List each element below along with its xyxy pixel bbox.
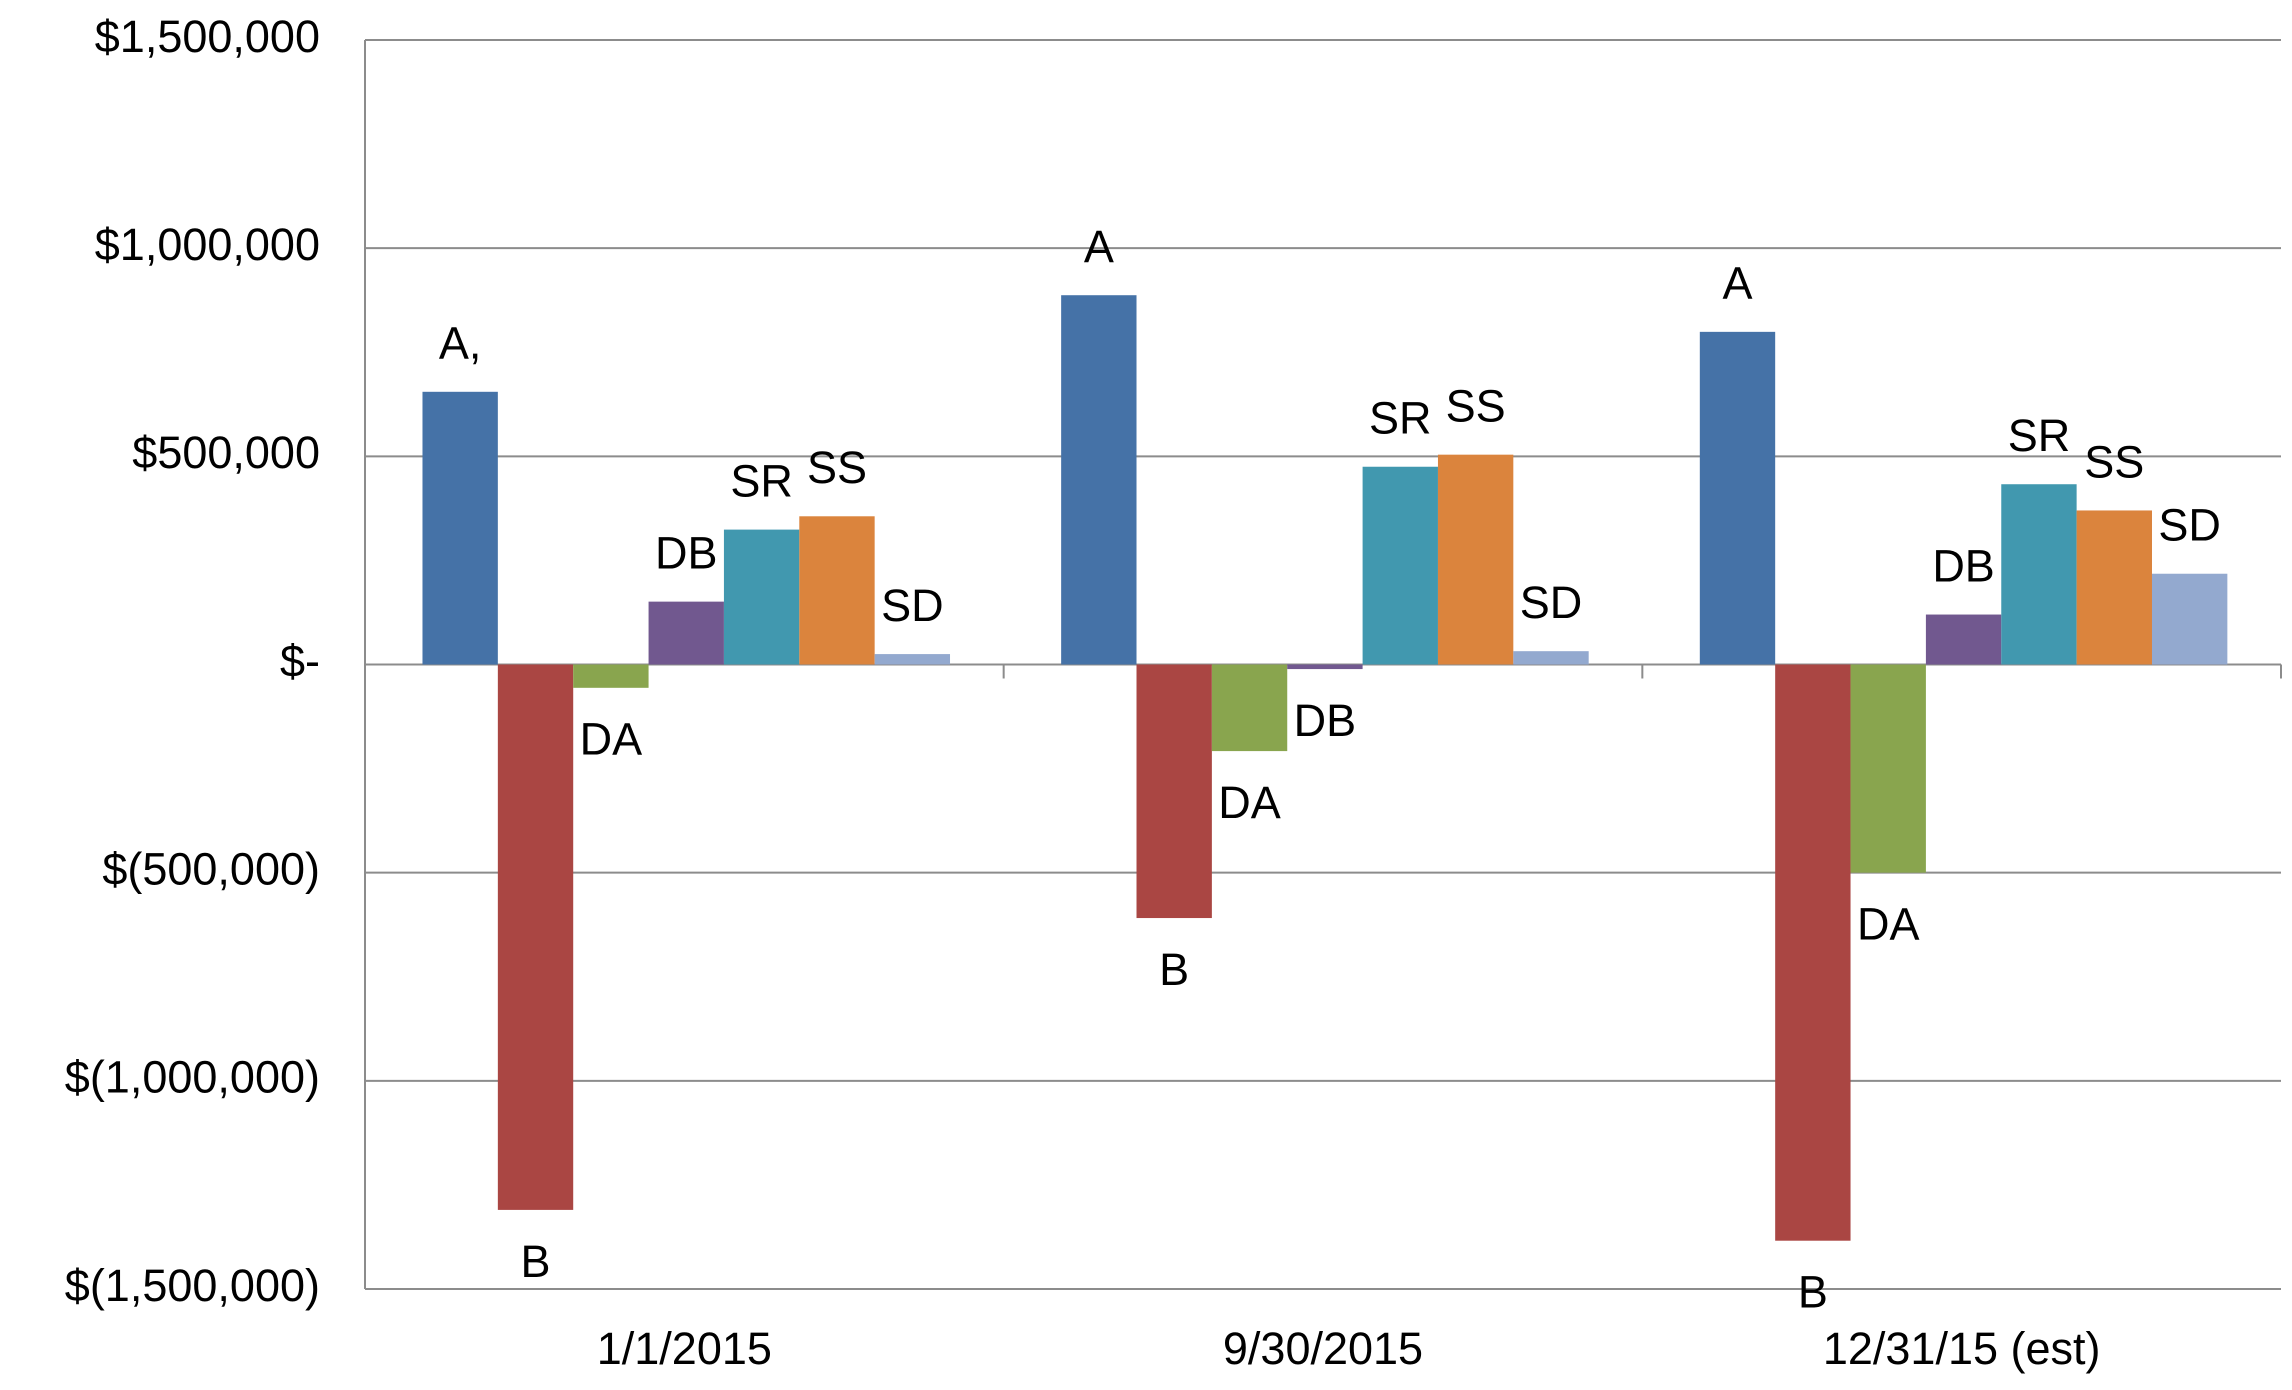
bar bbox=[1775, 664, 1851, 1241]
bar bbox=[2151, 573, 2228, 665]
data-label: DA bbox=[1857, 899, 1920, 950]
bar bbox=[2001, 484, 2077, 665]
x-tick-label: 12/31/15 (est) bbox=[1823, 1323, 2101, 1374]
data-label: A bbox=[1084, 221, 1114, 272]
data-label: B bbox=[1798, 1267, 1828, 1318]
x-tick-label: 9/30/2015 bbox=[1223, 1323, 1423, 1374]
y-tick-label: $1,500,000 bbox=[95, 11, 320, 62]
data-label: DB bbox=[1294, 695, 1357, 746]
y-tick-label: $- bbox=[280, 635, 320, 686]
y-tick-label: $1,000,000 bbox=[95, 219, 320, 270]
data-label: DB bbox=[655, 528, 718, 579]
bar bbox=[1925, 614, 2002, 665]
bar bbox=[799, 516, 875, 665]
data-label: B bbox=[521, 1236, 551, 1287]
y-tick-label: $(500,000) bbox=[102, 844, 320, 895]
bar bbox=[1136, 664, 1212, 919]
bar bbox=[1513, 651, 1589, 665]
data-label: SS bbox=[1446, 381, 1506, 432]
data-label: B bbox=[1159, 944, 1189, 995]
bar bbox=[573, 664, 649, 688]
y-tick-label: $(1,500,000) bbox=[65, 1260, 320, 1311]
y-tick-label: $(1,000,000) bbox=[65, 1052, 320, 1103]
bar bbox=[1061, 295, 1137, 665]
bar bbox=[422, 391, 498, 665]
bar bbox=[497, 664, 574, 1210]
bar bbox=[723, 529, 800, 665]
data-label: SS bbox=[2084, 436, 2144, 487]
bar bbox=[2076, 510, 2152, 665]
data-label: A, bbox=[439, 318, 482, 369]
data-label: SR bbox=[2008, 410, 2071, 461]
data-label: DA bbox=[1218, 777, 1281, 828]
bar bbox=[1699, 331, 1776, 665]
data-label: DA bbox=[580, 714, 643, 765]
bar bbox=[1437, 454, 1514, 665]
data-label: A bbox=[1722, 258, 1752, 309]
data-label: SS bbox=[807, 442, 867, 493]
bar bbox=[874, 654, 951, 665]
data-label: DB bbox=[1932, 540, 1995, 591]
bar bbox=[1287, 664, 1363, 670]
data-label: SD bbox=[2158, 500, 2221, 551]
bar bbox=[1362, 466, 1438, 665]
data-label: SR bbox=[730, 455, 793, 506]
data-label: SD bbox=[1520, 577, 1583, 628]
y-tick-label: $500,000 bbox=[132, 427, 320, 478]
bar bbox=[1211, 664, 1288, 752]
bar bbox=[648, 601, 724, 665]
x-tick-label: 1/1/2015 bbox=[597, 1323, 772, 1374]
bar bbox=[1850, 664, 1926, 873]
data-label: SD bbox=[881, 580, 944, 631]
data-label: SR bbox=[1369, 393, 1432, 444]
